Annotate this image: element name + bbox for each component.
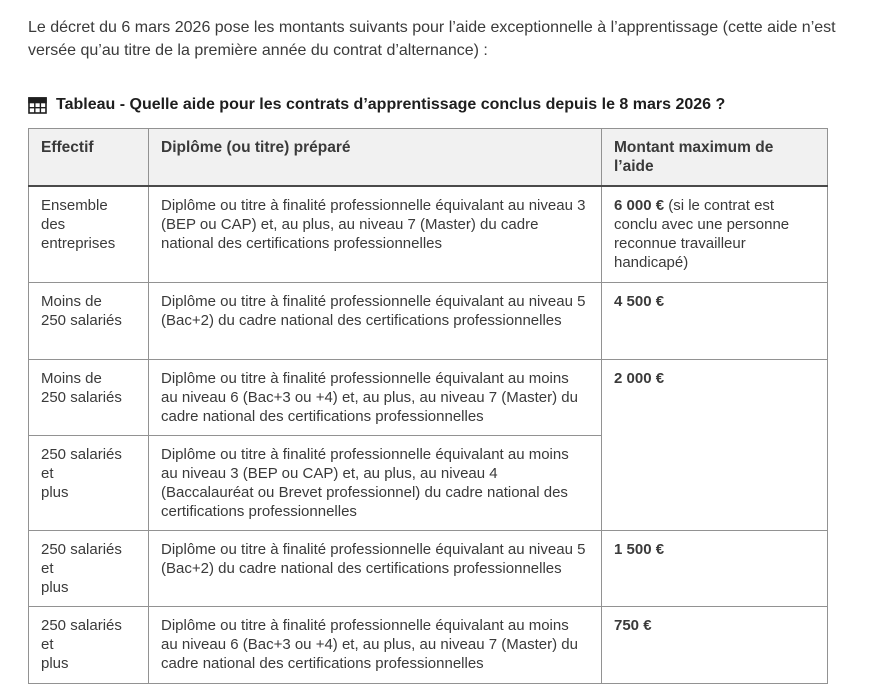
cell-diplome: Diplôme ou titre à finalité professionne… [148,281,602,360]
table-caption: Tableau - Quelle aide pour les contrats … [56,96,726,113]
amount-value: 4 500 € [614,292,665,310]
cell-diplome: Diplôme ou titre à finalité professionne… [148,434,602,531]
table-row: 250 salariés et plus Diplôme ou titre à … [28,605,828,684]
amount-value: 6 000 € [614,197,665,214]
header-diplome: Diplôme (ou titre) préparé [148,128,602,187]
cell-diplome: Diplôme ou titre à finalité professionne… [148,185,602,283]
intro-paragraph: Le décret du 6 mars 2026 pose les montan… [28,19,836,59]
cell-effectif: Moins de 250 salariés [28,358,149,436]
table-row: Moins de 250 salariés Diplôme ou titre à… [28,358,828,531]
cell-montant: 750 € [601,605,828,684]
amount-value: 2 000 € [614,369,665,387]
cell-diplome: Diplôme ou titre à finalité professionne… [148,529,602,607]
cell-montant-rowspan: 2 000 € [601,358,828,531]
cell-effectif: 250 salariés et plus [28,434,149,531]
cell-diplome: Diplôme ou titre à finalité professionne… [148,605,602,684]
cell-diplome: Diplôme ou titre à finalité professionne… [148,358,602,436]
amount-value: 750 € [614,616,652,634]
cell-montant: 1 500 € [601,529,828,607]
amount-value: 1 500 € [614,540,665,558]
header-montant: Montant maximum de l’aide [601,128,828,187]
table-header-row: Effectif Diplôme (ou titre) préparé Mont… [28,128,828,187]
table-caption-row: Tableau - Quelle aide pour les contrats … [28,95,841,115]
table-row: 250 salariés et plus Diplôme ou titre à … [28,529,828,607]
cell-effectif: 250 salariés et plus [28,605,149,684]
cell-effectif: Moins de 250 salariés [28,281,149,360]
cell-effectif: 250 salariés et plus [28,529,149,607]
cell-montant: 6 000 € (si le contrat est conclu avec u… [601,185,828,283]
cell-effectif: Ensemble des entreprises [28,185,149,283]
header-effectif: Effectif [28,128,149,187]
table-row: Ensemble des entreprises Diplôme ou titr… [28,185,828,283]
aid-amounts-table: Effectif Diplôme (ou titre) préparé Mont… [28,128,828,684]
cell-montant: 4 500 € [601,281,828,360]
table-grid-icon [28,96,47,114]
amount-note: (si le contrat est conclu avec une perso… [614,197,790,271]
table-row: Moins de 250 salariés Diplôme ou titre à… [28,281,828,360]
